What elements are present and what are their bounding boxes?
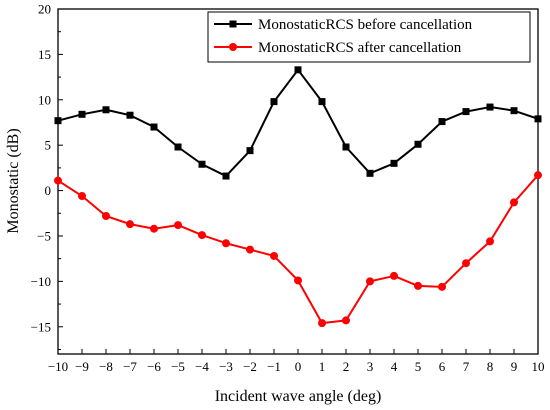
x-tick-label: 6 xyxy=(439,359,446,374)
x-tick-label: 8 xyxy=(487,359,494,374)
y-tick-label: 15 xyxy=(38,47,51,62)
data-point xyxy=(390,271,398,280)
data-point xyxy=(438,118,446,126)
data-point xyxy=(342,316,350,325)
x-tick-label: 9 xyxy=(511,359,518,374)
legend-marker xyxy=(229,20,237,28)
y-tick-label: 10 xyxy=(38,92,51,107)
series-1 xyxy=(54,66,542,180)
y-tick-label: −10 xyxy=(31,274,51,289)
data-point xyxy=(78,192,86,201)
legend: MonostaticRCS before cancellation Monosta… xyxy=(207,11,531,63)
data-point xyxy=(294,66,302,74)
data-point xyxy=(510,107,518,115)
series-2 xyxy=(54,171,542,328)
x-tick-label: −6 xyxy=(147,359,161,374)
x-tick-label: 1 xyxy=(319,359,326,374)
data-point xyxy=(246,147,254,155)
series-line xyxy=(57,174,539,325)
legend-label: MonostaticRCS before cancellation xyxy=(258,17,473,33)
data-point xyxy=(390,159,398,167)
data-point xyxy=(102,212,110,220)
x-axis-ticks: −10 −9 −8 −7 −6 −5 −4 −3 −2 −1 0 1 2 3 4 5 6 7 8 9 10 xyxy=(48,349,545,374)
y-tick-label: −15 xyxy=(31,319,51,334)
series-layer xyxy=(54,66,542,328)
data-point xyxy=(222,239,230,248)
x-tick-label: −8 xyxy=(99,359,113,374)
data-point xyxy=(414,281,422,290)
data-point xyxy=(270,251,278,260)
y-tick-label: 0 xyxy=(45,183,52,198)
x-tick-label: 5 xyxy=(415,359,422,374)
x-tick-label: −4 xyxy=(195,359,209,374)
x-axis-title: Incident wave angle (deg) xyxy=(215,388,382,405)
x-tick-label: −9 xyxy=(75,359,89,374)
data-point xyxy=(366,169,374,177)
data-point xyxy=(438,282,446,291)
data-point xyxy=(246,245,254,254)
data-point xyxy=(486,237,494,246)
data-point xyxy=(318,98,326,106)
x-tick-label: 3 xyxy=(367,359,374,374)
data-point xyxy=(150,224,158,233)
legend-label: MonostaticRCS after cancellation xyxy=(258,40,462,56)
data-point xyxy=(510,198,518,207)
x-tick-label: 7 xyxy=(463,359,470,374)
data-point xyxy=(366,277,374,286)
data-point xyxy=(174,221,182,230)
y-axis-title: Monostatic (dB) xyxy=(5,128,22,233)
data-point xyxy=(78,110,86,118)
legend-item: MonostaticRCS after cancellation xyxy=(214,40,462,56)
data-point xyxy=(342,143,350,151)
data-point xyxy=(534,115,542,123)
x-tick-label: 2 xyxy=(343,359,350,374)
x-tick-label: 10 xyxy=(532,359,545,374)
x-tick-label: −5 xyxy=(171,359,185,374)
data-point xyxy=(126,220,134,229)
x-tick-label: −1 xyxy=(267,359,281,374)
legend-item: MonostaticRCS before cancellation xyxy=(214,17,473,33)
data-point xyxy=(222,172,230,180)
data-point xyxy=(462,259,470,268)
x-tick-label: −2 xyxy=(243,359,257,374)
legend-marker xyxy=(229,43,237,51)
x-tick-label: 0 xyxy=(295,359,302,374)
data-point xyxy=(126,111,134,119)
data-point xyxy=(54,117,62,125)
series-line xyxy=(57,68,539,178)
data-point xyxy=(294,276,302,285)
data-point xyxy=(462,108,470,116)
x-tick-label: −10 xyxy=(48,359,68,374)
data-point xyxy=(54,176,62,185)
data-point xyxy=(150,123,158,131)
y-tick-label: −5 xyxy=(37,228,51,243)
data-point xyxy=(318,319,326,328)
y-tick-label: 5 xyxy=(45,138,52,153)
y-axis-ticks: −15 −10 −5 0 5 10 15 20 xyxy=(31,2,63,350)
data-point xyxy=(270,98,278,106)
x-tick-label: −3 xyxy=(219,359,233,374)
data-point xyxy=(534,171,542,180)
data-point xyxy=(414,140,422,148)
legend-box xyxy=(207,11,531,63)
data-point xyxy=(486,103,494,111)
data-point xyxy=(174,143,182,151)
data-point xyxy=(102,106,110,114)
data-point xyxy=(198,231,206,240)
x-tick-label: 4 xyxy=(391,359,398,374)
data-point xyxy=(198,160,206,168)
x-tick-label: −7 xyxy=(123,359,137,374)
y-tick-label: 20 xyxy=(38,2,51,17)
